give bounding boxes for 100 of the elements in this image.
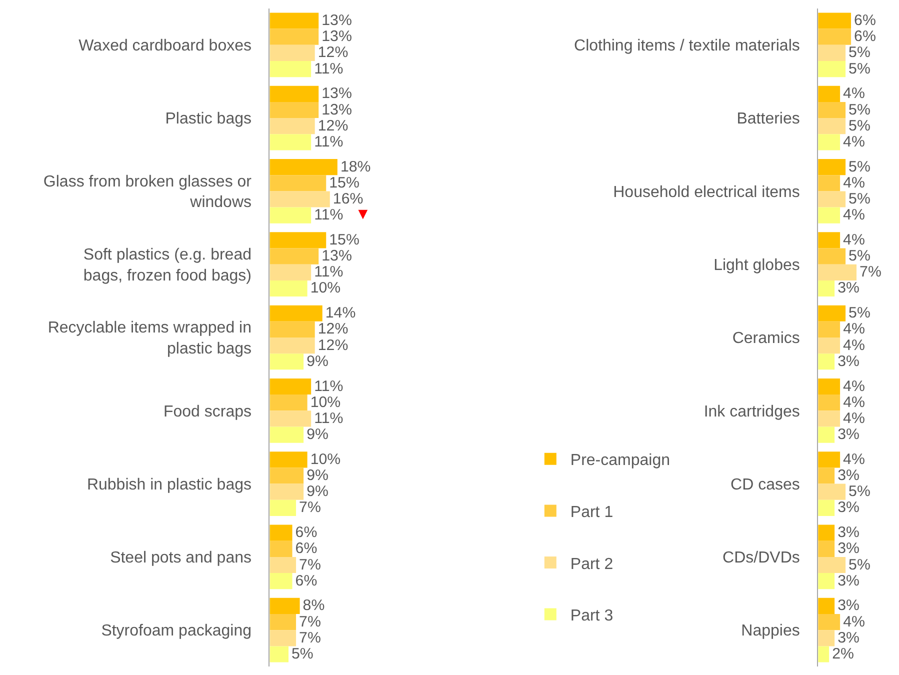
data-label: 4% <box>843 613 865 630</box>
bar <box>270 159 338 176</box>
bar <box>270 86 319 102</box>
y-tick-label: Soft plastics (e.g. bread bags, frozen food bags) <box>83 246 252 284</box>
bar <box>270 410 312 427</box>
bar <box>818 44 846 61</box>
annotation: ▼ <box>355 206 371 223</box>
bar <box>270 280 308 297</box>
bar <box>818 305 846 322</box>
data-label: 13% <box>322 12 352 30</box>
data-label: 11% <box>314 410 344 427</box>
bar <box>270 44 315 61</box>
y-tick-label: Batteries <box>736 110 800 128</box>
bar <box>818 573 835 590</box>
bar <box>270 248 319 264</box>
data-label: 3% <box>838 597 860 614</box>
y-tick-label: Ceramics <box>732 330 800 348</box>
data-label: 5% <box>848 60 870 78</box>
bar <box>818 232 840 248</box>
legend-label: Part 2 <box>570 556 614 573</box>
bar <box>818 12 852 29</box>
bar <box>818 468 835 484</box>
data-label: 3% <box>838 426 860 444</box>
data-label: 12% <box>318 336 348 354</box>
bar <box>818 86 840 102</box>
data-label: 5% <box>848 248 870 265</box>
bar <box>818 60 846 78</box>
y-tick-label: Recyclable items wrapped in plastic bags <box>48 320 252 358</box>
data-label: 5% <box>848 483 870 500</box>
bar <box>818 540 835 557</box>
data-label: 9% <box>306 483 328 500</box>
data-label: 3% <box>838 540 860 558</box>
data-label: 3% <box>838 524 860 542</box>
data-label: 4% <box>843 320 865 338</box>
data-label: 9% <box>306 426 328 444</box>
y-tick-label: CDs/DVDs <box>722 550 800 567</box>
bar <box>818 614 840 630</box>
data-label: 11% <box>314 206 344 224</box>
bar <box>270 426 304 443</box>
bar <box>818 28 852 45</box>
data-label: 3% <box>838 280 860 297</box>
data-label: 6% <box>854 12 876 30</box>
y-tick-label: Ink cartridges <box>704 403 800 420</box>
data-label: 4% <box>843 378 865 395</box>
bar <box>818 378 840 395</box>
data-label: 7% <box>299 613 321 630</box>
data-label: 4% <box>843 85 865 102</box>
data-label: 5% <box>292 646 314 662</box>
data-label: 5% <box>848 190 870 208</box>
data-label: 3% <box>838 467 860 484</box>
data-label: 12% <box>318 320 348 338</box>
y-tick-label: Plastic bags <box>165 110 252 128</box>
data-label: 3% <box>838 629 860 646</box>
bar <box>270 338 315 354</box>
data-label: 3% <box>838 572 860 590</box>
bar <box>818 264 857 280</box>
data-label: 4% <box>843 450 865 468</box>
bar <box>270 191 330 208</box>
y-tick-label: Glass from broken glasses or windows <box>43 173 252 212</box>
bar <box>270 134 312 150</box>
bar <box>270 175 326 192</box>
bar <box>270 394 308 411</box>
data-label: 4% <box>843 231 865 248</box>
y-tick-label: Waxed cardboard boxes <box>78 38 252 55</box>
bar <box>270 556 296 574</box>
bar <box>270 378 312 395</box>
bar <box>818 118 846 134</box>
data-label: 9% <box>306 352 328 370</box>
data-label: 7% <box>299 499 321 516</box>
bar <box>818 175 840 192</box>
data-label: 15% <box>329 174 360 192</box>
data-label: 5% <box>848 101 870 118</box>
data-label: 18% <box>340 158 371 176</box>
bar <box>818 191 846 208</box>
bar <box>270 540 292 557</box>
bar <box>818 338 840 354</box>
y-tick-label: Clothing items / textile materials <box>574 38 800 55</box>
bar <box>270 646 289 662</box>
data-label: 14% <box>325 304 356 322</box>
data-label: 6% <box>295 572 318 590</box>
bar <box>270 500 296 516</box>
bar <box>818 646 830 662</box>
data-label: 4% <box>843 133 865 150</box>
legend-label: Part 3 <box>570 608 614 625</box>
bar <box>270 321 315 338</box>
legend-label: Part 1 <box>570 504 614 521</box>
data-label: 13% <box>322 101 352 118</box>
bar <box>270 12 319 29</box>
bar <box>270 598 300 614</box>
data-label: 2% <box>832 646 854 662</box>
data-label: 13% <box>322 28 352 46</box>
bar <box>270 102 319 118</box>
bar <box>818 134 840 150</box>
bar <box>818 207 840 224</box>
y-tick-label: Steel pots and pans <box>110 550 252 567</box>
bar <box>270 614 296 630</box>
data-label: 12% <box>318 44 348 62</box>
data-label: 4% <box>843 410 865 427</box>
bar <box>818 598 835 614</box>
data-label: 10% <box>310 280 341 297</box>
